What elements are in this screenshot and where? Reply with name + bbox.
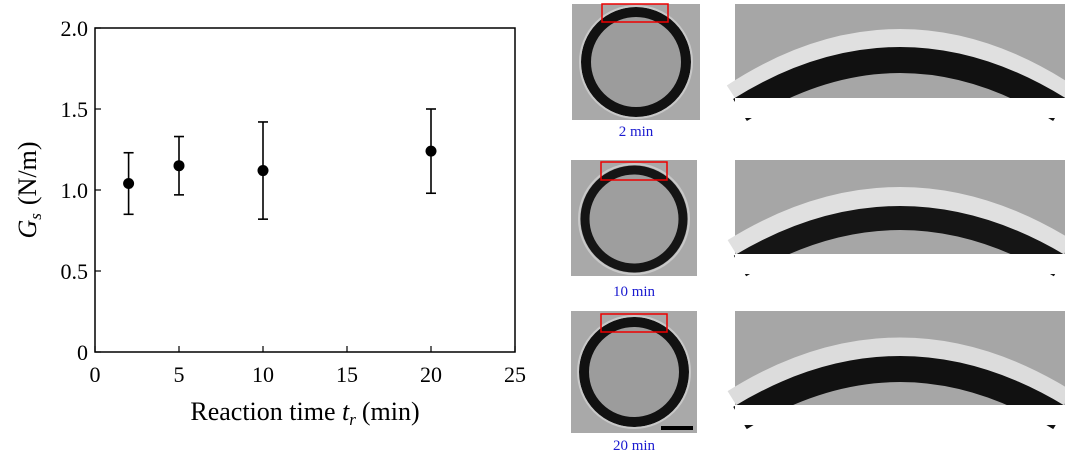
- zoom-3: [727, 311, 1065, 430]
- y-axis-label: Gs (N/m): [13, 142, 45, 239]
- x-tick-label: 25: [504, 362, 526, 387]
- x-axis-label: Reaction time tr (min): [190, 397, 419, 429]
- micrograph-1: [572, 3, 700, 120]
- y-tick-label: 2.0: [61, 16, 89, 41]
- image-caption: 10 min: [613, 284, 656, 300]
- x-label-symbol: t: [342, 397, 350, 426]
- y-tick-label: 0.5: [61, 259, 89, 284]
- x-tick-label: 20: [420, 362, 442, 387]
- y-tick-label: 1.5: [61, 97, 89, 122]
- point: [123, 178, 135, 190]
- y-tick-label: 0: [77, 340, 88, 365]
- x-tick-label: 0: [90, 362, 101, 387]
- x-label-subscript: r: [349, 410, 356, 429]
- point: [425, 145, 437, 157]
- zoom-1: [726, 4, 1065, 122]
- x-label-text: Reaction time: [190, 397, 335, 426]
- image-caption: 20 min: [613, 438, 656, 454]
- x-tick-label: 15: [336, 362, 358, 387]
- image-caption: 2 min: [619, 124, 654, 140]
- plot-frame: [94, 27, 516, 353]
- y-tick-label: 1.0: [61, 178, 89, 203]
- y-label-subscript: s: [26, 213, 45, 220]
- x-tick-label: 5: [174, 362, 185, 387]
- y-label-unit: (N/m): [13, 142, 42, 206]
- y-label-symbol: G: [13, 219, 42, 238]
- point: [257, 165, 269, 177]
- micrograph-3: [571, 311, 697, 433]
- micrograph-2: [571, 160, 697, 276]
- x-tick-label: 10: [252, 362, 274, 387]
- x-label-unit: (min): [362, 397, 420, 426]
- point: [173, 160, 185, 172]
- zoom-2: [727, 160, 1065, 277]
